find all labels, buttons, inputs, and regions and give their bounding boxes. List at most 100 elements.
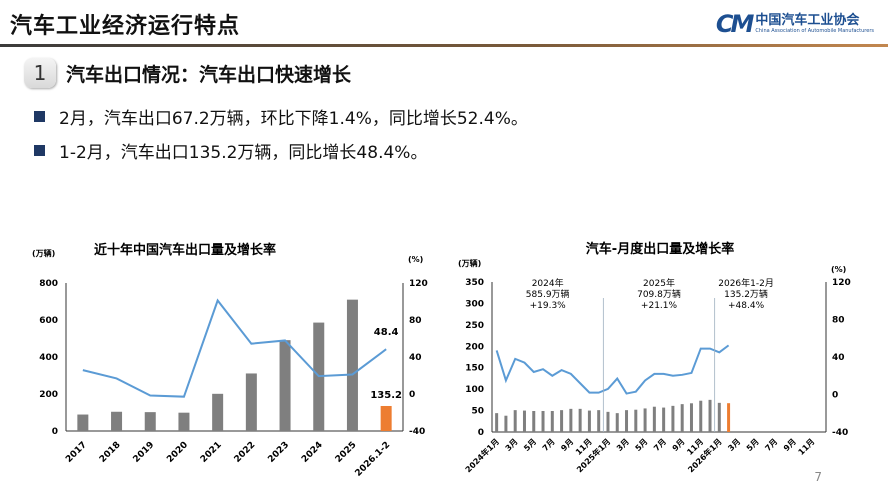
bullet-item: 1-2月，汽车出口135.2万辆，同比增长48.4%。 bbox=[34, 138, 427, 163]
y2-axis-label: (%) bbox=[408, 255, 423, 264]
bar bbox=[178, 412, 190, 431]
y-tick-label: 150 bbox=[465, 364, 484, 374]
bar bbox=[522, 410, 526, 432]
logo-mark: CM bbox=[715, 10, 754, 38]
y-tick-label: 300 bbox=[465, 299, 484, 309]
annotation-text: 2026年1-2月 bbox=[718, 277, 774, 289]
x-tick-label: 2022 bbox=[233, 440, 258, 465]
y-tick-label: 200 bbox=[39, 390, 58, 400]
x-tick-label: 3月 bbox=[615, 437, 631, 453]
x-tick-label: 11月 bbox=[797, 437, 817, 457]
x-tick-label: 7月 bbox=[541, 437, 557, 453]
x-tick-label: 7月 bbox=[652, 437, 668, 453]
bar bbox=[625, 410, 629, 432]
y2-tick-label: 80 bbox=[832, 316, 845, 326]
title-divider bbox=[0, 44, 888, 47]
bar bbox=[346, 299, 358, 431]
annotation-text: +48.4% bbox=[728, 301, 765, 311]
x-tick-label: 5月 bbox=[745, 437, 761, 453]
x-tick-label: 2026.1-2 bbox=[354, 440, 393, 479]
growth-line bbox=[495, 344, 730, 395]
bar bbox=[680, 404, 684, 432]
y-tick-label: 200 bbox=[465, 342, 484, 352]
bar bbox=[111, 411, 123, 431]
bullet-item: 2月，汽车出口67.2万辆，环比下降1.4%，同比增长52.4%。 bbox=[34, 104, 528, 129]
bar bbox=[587, 410, 591, 432]
chart-title: 近十年中国汽车出口量及增长率 bbox=[94, 242, 276, 258]
y-tick-label: 250 bbox=[465, 321, 484, 331]
logo-text-cn: 中国汽车工业协会 bbox=[755, 13, 860, 28]
bar bbox=[569, 408, 573, 432]
x-tick-label: 7月 bbox=[763, 437, 779, 453]
y-tick-label: 50 bbox=[471, 407, 484, 417]
bar bbox=[504, 415, 508, 432]
annotation-text: +19.3% bbox=[530, 301, 567, 311]
y-axis-label: (万辆) bbox=[32, 248, 55, 258]
page-number: 7 bbox=[814, 470, 822, 484]
chart-title: 汽车-月度出口量及增长率 bbox=[586, 241, 734, 257]
y2-tick-label: 120 bbox=[409, 279, 428, 289]
bar bbox=[513, 410, 517, 432]
bar bbox=[77, 414, 89, 431]
bar bbox=[606, 411, 610, 432]
bar bbox=[699, 400, 703, 432]
annotation-text: 2024年 bbox=[532, 277, 564, 289]
bar bbox=[634, 409, 638, 432]
section-title: 汽车出口情况：汽车出口快速增长 bbox=[66, 63, 352, 86]
y2-tick-label: 80 bbox=[409, 316, 422, 326]
bar bbox=[643, 408, 647, 432]
x-tick-label: 2023 bbox=[266, 440, 291, 465]
bar bbox=[495, 413, 499, 432]
y2-tick-label: 0 bbox=[409, 390, 415, 400]
slide-title: 汽车工业经济运行特点 bbox=[10, 14, 241, 39]
y-tick-label: 400 bbox=[39, 353, 58, 363]
bar bbox=[541, 411, 545, 432]
annotation-text: +21.1% bbox=[641, 301, 678, 311]
bar bbox=[597, 410, 601, 432]
annotation-text: 585.9万辆 bbox=[526, 288, 570, 300]
x-tick-label: 3月 bbox=[504, 437, 520, 453]
bar bbox=[652, 406, 656, 432]
x-tick-label: 2024 bbox=[300, 440, 325, 465]
x-tick-label: 2018 bbox=[98, 440, 123, 465]
bar bbox=[717, 402, 721, 432]
section-heading: 1 汽车出口情况：汽车出口快速增长 bbox=[24, 58, 351, 88]
y2-tick-label: 120 bbox=[832, 278, 851, 288]
bar bbox=[245, 373, 257, 431]
annotation-text: 135.2万辆 bbox=[724, 288, 768, 300]
bar bbox=[708, 399, 712, 432]
bar bbox=[689, 403, 693, 432]
x-tick-label: 2025 bbox=[334, 440, 359, 465]
x-tick-label: 2020 bbox=[165, 440, 190, 465]
bar bbox=[615, 413, 619, 432]
x-tick-label: 2019 bbox=[132, 440, 157, 465]
bullet-square-icon bbox=[34, 111, 45, 122]
x-tick-label: 5月 bbox=[634, 437, 650, 453]
data-label-growth: 48.4 bbox=[374, 327, 399, 338]
y2-tick-label: -40 bbox=[832, 428, 848, 438]
y2-tick-label: 40 bbox=[832, 353, 845, 363]
bar bbox=[578, 408, 582, 432]
bar bbox=[671, 405, 675, 432]
bar bbox=[662, 407, 666, 432]
bar bbox=[380, 405, 392, 431]
y-axis-label: (万辆) bbox=[458, 258, 481, 268]
growth-line bbox=[82, 298, 387, 398]
x-tick-label: 2024年1月 bbox=[463, 436, 501, 474]
y-tick-label: 0 bbox=[52, 427, 58, 437]
y-tick-label: 100 bbox=[465, 385, 484, 395]
logo-text-en: China Association of Automobile Manufact… bbox=[755, 28, 874, 34]
bullet-text: 2月，汽车出口67.2万辆，环比下降1.4%，同比增长52.4%。 bbox=[59, 109, 528, 129]
x-tick-label: 3月 bbox=[726, 437, 742, 453]
bar bbox=[550, 411, 554, 432]
bullet-text: 1-2月，汽车出口135.2万辆，同比增长48.4%。 bbox=[59, 143, 428, 163]
y-tick-label: 0 bbox=[478, 428, 484, 438]
bar bbox=[727, 403, 731, 432]
y-tick-label: 350 bbox=[465, 278, 484, 288]
x-tick-label: 2017 bbox=[64, 440, 89, 465]
data-label-volume: 135.2 bbox=[370, 390, 402, 401]
logo: CM 中国汽车工业协会 China Association of Automob… bbox=[716, 10, 874, 38]
y-tick-label: 800 bbox=[39, 279, 58, 289]
y2-tick-label: 0 bbox=[832, 391, 838, 401]
